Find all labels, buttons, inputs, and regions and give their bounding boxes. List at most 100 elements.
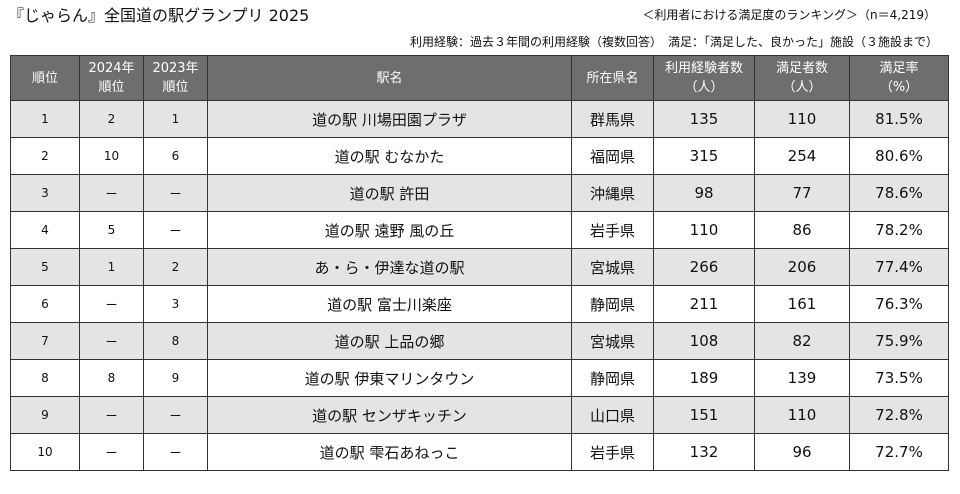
satisfied-cell: 206: [754, 248, 850, 286]
rank-cell: 4: [10, 211, 80, 249]
users-cell: 315: [653, 137, 755, 175]
prev-2024-cell: ー: [79, 433, 144, 471]
station-name-cell: 道の駅 伊東マリンタウン: [207, 359, 572, 397]
satisfied-cell: 161: [754, 285, 850, 323]
rate-cell: 72.8%: [849, 396, 949, 434]
users-cell: 132: [653, 433, 755, 471]
prefecture-cell: 山口県: [571, 396, 654, 434]
header-prev-2024: 2024年 順位: [79, 55, 144, 101]
prev-2023-cell: 1: [143, 100, 208, 138]
rank-cell: 7: [10, 322, 80, 360]
rate-cell: 75.9%: [849, 322, 949, 360]
prev-2023-cell: ー: [143, 174, 208, 212]
table-row: 3 ー ー 道の駅 許田 沖縄県 98 77 78.6%: [10, 174, 949, 212]
page-title: 『じゃらん』全国道の駅グランプリ 2025: [8, 6, 310, 25]
station-name-cell: 道の駅 遠野 風の丘: [207, 211, 572, 249]
satisfied-cell: 77: [754, 174, 850, 212]
prefecture-cell: 宮城県: [571, 322, 654, 360]
rate-cell: 73.5%: [849, 359, 949, 397]
prev-2024-cell: ー: [79, 396, 144, 434]
rank-cell: 10: [10, 433, 80, 471]
rate-cell: 78.2%: [849, 211, 949, 249]
ranking-subtitle: ＜利用者における満足度のランキング＞（n＝4,219）: [642, 8, 936, 22]
prefecture-cell: 静岡県: [571, 285, 654, 323]
station-name-cell: 道の駅 富士川楽座: [207, 285, 572, 323]
station-name-cell: 道の駅 センザキッチン: [207, 396, 572, 434]
prev-2024-cell: ー: [79, 285, 144, 323]
rank-cell: 5: [10, 248, 80, 286]
prev-2024-cell: 2: [79, 100, 144, 138]
prev-2023-cell: ー: [143, 211, 208, 249]
rank-cell: 2: [10, 137, 80, 175]
users-cell: 108: [653, 322, 755, 360]
prev-2024-cell: 10: [79, 137, 144, 175]
prev-2024-cell: ー: [79, 322, 144, 360]
prefecture-cell: 岩手県: [571, 433, 654, 471]
satisfied-cell: 82: [754, 322, 850, 360]
prev-2024-cell: 8: [79, 359, 144, 397]
station-name-cell: 道の駅 川場田園プラザ: [207, 100, 572, 138]
header-satisfied: 満足者数 （人）: [754, 55, 850, 101]
prev-2024-cell: 1: [79, 248, 144, 286]
table-row: 7 ー 8 道の駅 上品の郷 宮城県 108 82 75.9%: [10, 322, 949, 360]
users-cell: 151: [653, 396, 755, 434]
prefecture-cell: 宮城県: [571, 248, 654, 286]
rank-cell: 1: [10, 100, 80, 138]
satisfied-cell: 254: [754, 137, 850, 175]
rate-cell: 77.4%: [849, 248, 949, 286]
users-cell: 266: [653, 248, 755, 286]
header-rate: 満足率 （%）: [849, 55, 949, 101]
prefecture-cell: 群馬県: [571, 100, 654, 138]
header-prev-2023: 2023年 順位: [143, 55, 208, 101]
table-header-row: 順位 2024年 順位 2023年 順位 駅名 所在県名 利用経験者数 （人） …: [10, 55, 949, 101]
satisfied-cell: 86: [754, 211, 850, 249]
rate-cell: 81.5%: [849, 100, 949, 138]
station-name-cell: 道の駅 上品の郷: [207, 322, 572, 360]
prev-2024-cell: ー: [79, 174, 144, 212]
prefecture-cell: 岩手県: [571, 211, 654, 249]
header-users: 利用経験者数 （人）: [653, 55, 755, 101]
prev-2023-cell: 3: [143, 285, 208, 323]
rank-cell: 3: [10, 174, 80, 212]
users-cell: 135: [653, 100, 755, 138]
users-cell: 189: [653, 359, 755, 397]
prefecture-cell: 静岡県: [571, 359, 654, 397]
satisfied-cell: 110: [754, 100, 850, 138]
prev-2023-cell: ー: [143, 396, 208, 434]
satisfied-cell: 110: [754, 396, 850, 434]
prev-2023-cell: ー: [143, 433, 208, 471]
definition-note: 利用経験：過去３年間の利用経験（複数回答） 満足：「満足した、良かった」施設（３…: [409, 35, 938, 49]
satisfied-cell: 139: [754, 359, 850, 397]
users-cell: 98: [653, 174, 755, 212]
ranking-table: 順位 2024年 順位 2023年 順位 駅名 所在県名 利用経験者数 （人） …: [10, 55, 949, 471]
users-cell: 110: [653, 211, 755, 249]
prev-2023-cell: 8: [143, 322, 208, 360]
prev-2023-cell: 6: [143, 137, 208, 175]
station-name-cell: 道の駅 むなかた: [207, 137, 572, 175]
rate-cell: 80.6%: [849, 137, 949, 175]
rank-cell: 9: [10, 396, 80, 434]
prefecture-cell: 沖縄県: [571, 174, 654, 212]
table-row: 4 5 ー 道の駅 遠野 風の丘 岩手県 110 86 78.2%: [10, 211, 949, 249]
table-row: 6 ー 3 道の駅 富士川楽座 静岡県 211 161 76.3%: [10, 285, 949, 323]
table-row: 2 10 6 道の駅 むなかた 福岡県 315 254 80.6%: [10, 137, 949, 175]
station-name-cell: あ・ら・伊達な道の駅: [207, 248, 572, 286]
prev-2024-cell: 5: [79, 211, 144, 249]
table-row: 5 1 2 あ・ら・伊達な道の駅 宮城県 266 206 77.4%: [10, 248, 949, 286]
header-rank: 順位: [10, 55, 80, 101]
table-row: 9 ー ー 道の駅 センザキッチン 山口県 151 110 72.8%: [10, 396, 949, 434]
rate-cell: 78.6%: [849, 174, 949, 212]
table-row: 8 8 9 道の駅 伊東マリンタウン 静岡県 189 139 73.5%: [10, 359, 949, 397]
satisfied-cell: 96: [754, 433, 850, 471]
station-name-cell: 道の駅 許田: [207, 174, 572, 212]
prev-2023-cell: 9: [143, 359, 208, 397]
users-cell: 211: [653, 285, 755, 323]
rate-cell: 72.7%: [849, 433, 949, 471]
header-prefecture: 所在県名: [571, 55, 654, 101]
station-name-cell: 道の駅 雫石あねっこ: [207, 433, 572, 471]
rate-cell: 76.3%: [849, 285, 949, 323]
header-station-name: 駅名: [207, 55, 572, 101]
table-row: 1 2 1 道の駅 川場田園プラザ 群馬県 135 110 81.5%: [10, 100, 949, 138]
prefecture-cell: 福岡県: [571, 137, 654, 175]
prev-2023-cell: 2: [143, 248, 208, 286]
